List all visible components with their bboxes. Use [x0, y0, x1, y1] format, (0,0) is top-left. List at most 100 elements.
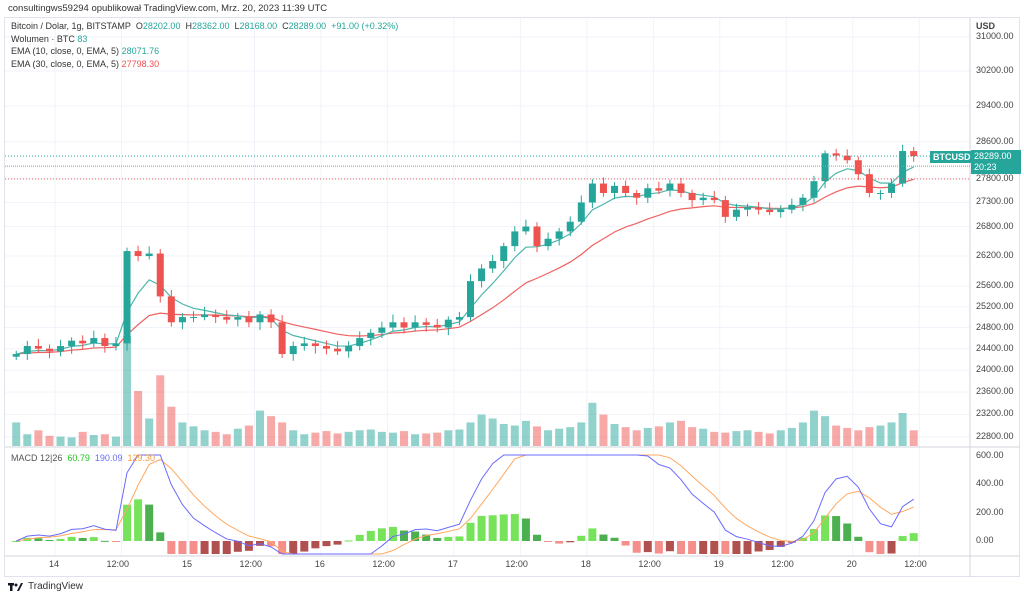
- time-tick-label: 12:00: [771, 559, 794, 569]
- candle-up: [68, 340, 76, 347]
- volume-bar: [544, 430, 553, 446]
- macd-histogram-bar: [610, 537, 619, 541]
- candle-down: [267, 314, 275, 323]
- price-tick-label: 28600.00: [976, 135, 1014, 146]
- volume-bar: [588, 402, 597, 446]
- macd-histogram-bar: [477, 515, 486, 541]
- time-tick-label: 16: [314, 559, 325, 569]
- macd-histogram-bar: [843, 523, 852, 541]
- macd-histogram-bar: [111, 541, 120, 542]
- macd-histogram-bar: [56, 538, 65, 541]
- macd-histogram-bar: [566, 541, 575, 543]
- candle-down: [710, 197, 718, 201]
- symbol-row: Bitcoin / Dolar, 1g, BITSTAMP O28202.00 …: [11, 21, 399, 31]
- macd-signal-line: [16, 454, 914, 555]
- volume-bar: [56, 436, 65, 446]
- macd-histogram-bar: [311, 541, 320, 549]
- candle-down: [34, 346, 42, 349]
- candle-up: [345, 346, 353, 352]
- volume-bar: [78, 431, 87, 446]
- candle-down: [655, 188, 663, 191]
- price-tick-label: 24800.00: [976, 321, 1014, 332]
- candle-down: [101, 338, 109, 347]
- macd-histogram-bar: [134, 499, 143, 541]
- time-tick-label: 12:00: [505, 559, 528, 569]
- candle-up: [566, 221, 574, 232]
- candle-down: [322, 346, 330, 349]
- candle-up: [511, 231, 519, 247]
- candle-up: [577, 202, 585, 222]
- macd-histogram-bar: [499, 514, 508, 541]
- candle-up: [522, 226, 530, 232]
- price-tick-label: 22800.00: [976, 431, 1014, 441]
- ema30-row[interactable]: EMA (30, close, 0, EMA, 5) 27798.30: [11, 58, 160, 69]
- macd-histogram-bar: [267, 541, 276, 547]
- volume-bar: [123, 336, 132, 446]
- volume-bar: [366, 429, 375, 446]
- candle-down: [212, 314, 220, 318]
- macd-histogram-bar: [100, 540, 109, 542]
- candle-up: [256, 314, 264, 323]
- tradingview-logo[interactable]: TradingView: [8, 581, 83, 592]
- candle-up: [467, 281, 474, 318]
- macd-histogram-bar: [743, 541, 752, 554]
- candle-up: [234, 317, 242, 320]
- volume-row[interactable]: Wolumen · BTC 83: [11, 33, 88, 44]
- volume-bar: [455, 429, 464, 446]
- macd-histogram-bar: [677, 541, 686, 554]
- candle-down: [599, 183, 607, 193]
- time-tick-label: 12:00: [106, 559, 129, 569]
- macd-legend[interactable]: MACD 12|26 60.79 190.09 129.30: [11, 453, 155, 463]
- volume-bar: [610, 424, 619, 446]
- candle-down: [223, 317, 231, 320]
- volume-bar: [832, 425, 841, 446]
- candle-up: [190, 317, 197, 319]
- volume-bar: [688, 427, 697, 446]
- candle-down: [677, 183, 685, 193]
- volume-bar: [355, 430, 364, 446]
- time-tick-label: 19: [713, 559, 724, 569]
- macd-histogram-bar: [444, 536, 453, 541]
- time-tick-label: 17: [447, 559, 458, 569]
- price-tick-label: 26800.00: [976, 220, 1014, 231]
- macd-histogram-bar: [488, 515, 497, 541]
- candle-up: [888, 183, 896, 193]
- macd-histogram-bar: [178, 541, 187, 554]
- volume-bar: [89, 435, 98, 446]
- symbol-name[interactable]: Bitcoin / Dolar, 1g, BITSTAMP: [11, 21, 131, 31]
- macd-histogram-bar: [211, 541, 220, 554]
- volume-bar: [388, 432, 397, 446]
- candle-up: [356, 338, 364, 347]
- candle-up: [744, 207, 751, 210]
- candle-up: [489, 261, 497, 269]
- candle-up: [500, 246, 508, 262]
- volume-bar: [488, 418, 497, 446]
- publisher-line: consultingws59294 opublikował TradingVie…: [8, 3, 328, 14]
- volume-bar: [300, 434, 309, 446]
- candle-up: [112, 343, 120, 347]
- ema10-row[interactable]: EMA (10, close, 0, EMA, 5) 28071.76: [11, 46, 160, 56]
- macd-line: [16, 454, 914, 555]
- candle-up: [699, 197, 707, 201]
- volume-bar: [267, 416, 276, 446]
- candle-down: [156, 253, 164, 297]
- macd-histogram-bar: [809, 529, 818, 541]
- macd-tick-label: 600.00: [976, 449, 1004, 460]
- candle-down: [910, 151, 918, 157]
- volume-bar: [632, 430, 641, 446]
- macd-histogram-bar: [322, 541, 331, 547]
- volume-bar: [809, 410, 818, 446]
- candle-up: [788, 204, 796, 210]
- macd-histogram-bar: [865, 541, 874, 553]
- macd-histogram-bar: [898, 536, 907, 541]
- volume-bar: [233, 428, 242, 446]
- last-price-tag: 28289.00 20:23: [971, 150, 1021, 174]
- volume-bar: [67, 437, 76, 446]
- macd-histogram-bar: [333, 541, 342, 545]
- candle-up: [289, 346, 297, 355]
- candle-down: [167, 296, 175, 323]
- volume-bar: [510, 425, 519, 446]
- ema10-line: [16, 166, 914, 355]
- candle-up: [666, 183, 674, 191]
